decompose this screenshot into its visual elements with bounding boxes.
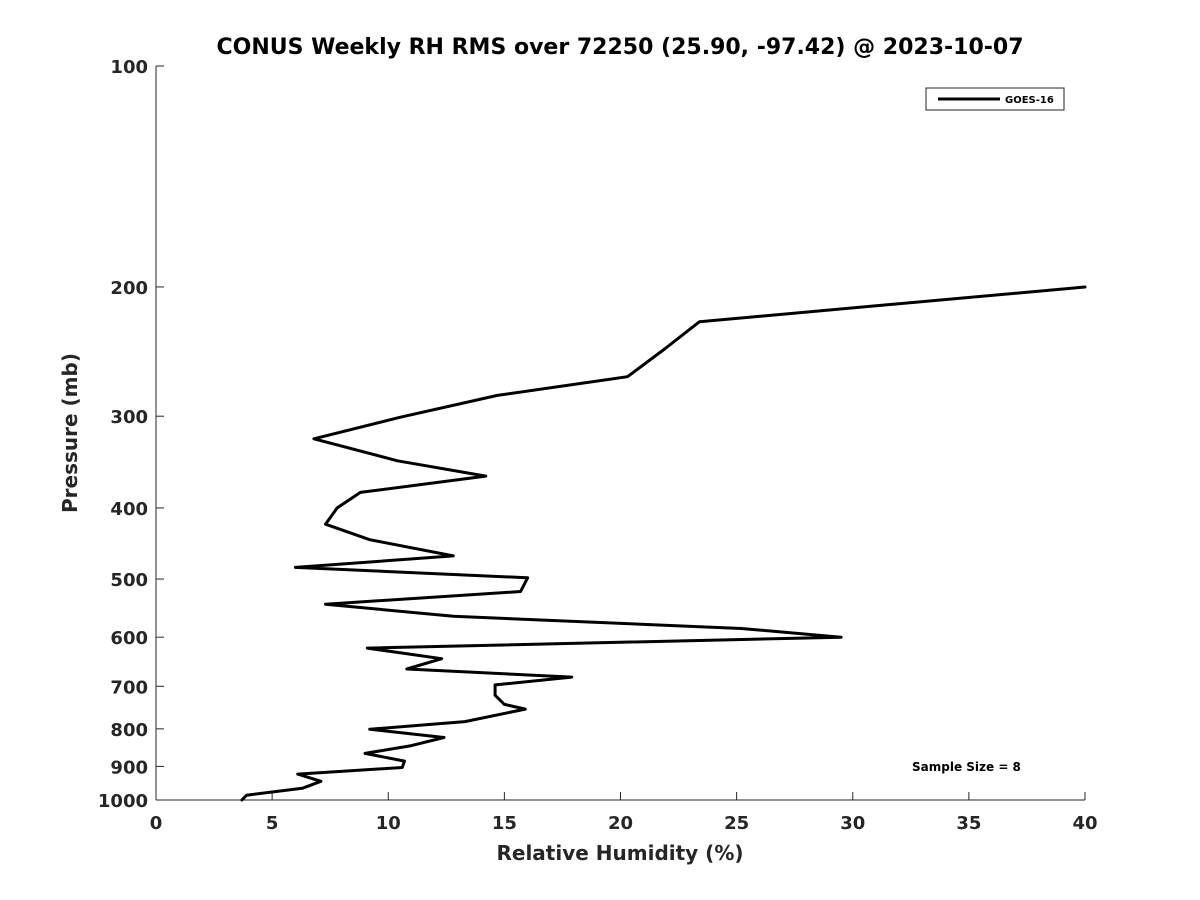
chart-title: CONUS Weekly RH RMS over 72250 (25.90, -… (216, 35, 1023, 60)
x-tick-label: 10 (376, 813, 401, 834)
y-tick-label: 700 (110, 677, 148, 698)
y-ticks: 100 200 300 400 500 600 700 800 900 1000 (98, 57, 164, 812)
y-tick-label: 100 (110, 57, 148, 78)
y-tick-label: 500 (110, 570, 148, 591)
x-tick-label: 40 (1072, 813, 1097, 834)
x-axis-label: Relative Humidity (%) (496, 841, 743, 865)
x-tick-label: 35 (956, 813, 981, 834)
sample-size-annotation: Sample Size = 8 (912, 760, 1021, 774)
legend: GOES-16 (925, 87, 1065, 111)
x-tick-label: 20 (608, 813, 633, 834)
y-tick-label: 900 (110, 757, 148, 778)
y-tick-label: 600 (110, 628, 148, 649)
y-axis-label: Pressure (mb) (58, 353, 82, 513)
series-layer (240, 285, 1087, 802)
series-line-goes-16 (240, 285, 1087, 802)
y-tick-label: 200 (110, 278, 148, 299)
legend-label: GOES-16 (1005, 95, 1054, 106)
y-tick-label: 1000 (98, 791, 148, 812)
x-tick-label: 5 (266, 813, 279, 834)
y-tick-label: 400 (110, 499, 148, 520)
x-tick-label: 25 (724, 813, 749, 834)
x-ticks: 0 5 10 15 20 25 30 35 40 (150, 792, 1098, 834)
y-tick-label: 800 (110, 720, 148, 741)
x-tick-label: 15 (492, 813, 517, 834)
axes (155, 66, 1085, 801)
x-tick-label: 0 (150, 813, 163, 834)
x-tick-label: 30 (840, 813, 865, 834)
y-tick-label: 300 (110, 407, 148, 428)
